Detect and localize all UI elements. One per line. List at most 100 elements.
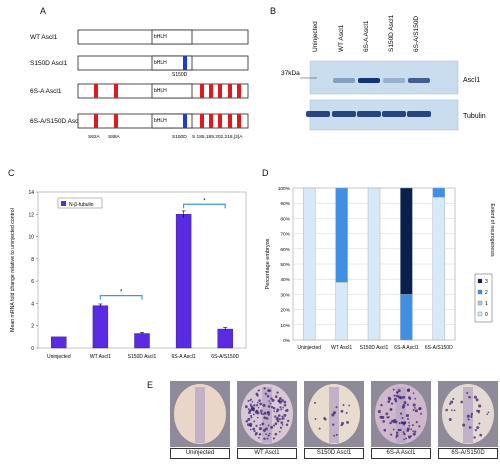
embryo-image — [442, 384, 494, 444]
blot-lane-label: WT Ascl1 — [338, 24, 345, 52]
panel-c-bar-chart: 0 2 4 6 8 10 12 14 Mean mRNA fold change relativ… — [10, 190, 247, 360]
stacked-segment — [432, 196, 446, 341]
bhlh-label: bHLH — [154, 60, 167, 66]
significance-bracket — [183, 203, 226, 209]
y-tick-label: 2 — [31, 324, 34, 330]
mutation-site — [218, 114, 222, 128]
significance-bracket — [99, 295, 143, 300]
stacked-segment — [335, 282, 348, 341]
mutation-site — [114, 84, 118, 98]
embryo-panel — [438, 381, 498, 447]
legend-level: 2 — [485, 290, 488, 296]
panel-a-label: A — [40, 6, 47, 16]
plot-frame — [37, 191, 247, 349]
tubulin-band — [407, 111, 431, 117]
legend-box — [474, 273, 493, 323]
embryo-panel — [237, 381, 297, 447]
y-tick-label: 10% — [280, 323, 290, 329]
bhlh-domain — [151, 55, 193, 71]
mutation-site — [209, 84, 213, 98]
x-tick-label: WT Ascl1 — [331, 345, 352, 351]
blot-lane-label: S150D Ascl1 — [388, 14, 395, 52]
molecular-weight-marker: 37kDa — [281, 70, 300, 77]
embryo-label: 6S-A Ascl1 — [371, 448, 431, 459]
stacked-segment — [367, 187, 381, 341]
bar — [134, 333, 150, 349]
tubulin-band — [306, 111, 330, 117]
x-tick-label: 6S-A/S150D — [425, 345, 453, 351]
embryo-image — [308, 384, 360, 444]
stacked-segment — [400, 187, 413, 295]
x-tick-label: Uninjected — [47, 354, 71, 360]
x-tick-label: 6S-A Ascl1 — [172, 354, 196, 360]
panel-c-label: C — [8, 168, 15, 178]
y-tick-label: 14 — [28, 190, 34, 196]
legend-swatch — [477, 300, 483, 306]
embryo-panel — [170, 381, 230, 447]
y-axis-label: Mean mRNA fold change relative to uninje… — [10, 208, 16, 332]
panel-a-schematic: WT Ascl1 bHLH S150D Ascl1 bHLH S150D 6S-A Asc… — [30, 29, 249, 140]
bhlh-label: bHLH — [154, 88, 167, 94]
panel-d-label: D — [262, 168, 269, 178]
bar — [51, 336, 67, 349]
blot-lane-label: 6S-A/S150D — [413, 16, 420, 52]
construct-name: 6S-A Ascl1 — [30, 88, 62, 95]
site-label: S 185,189,202,218,[2]A — [192, 134, 243, 140]
stacked-segment — [400, 294, 413, 341]
x-tick-label: S150D Ascl1 — [360, 345, 389, 351]
ascl1-band — [358, 78, 380, 83]
bhlh-domain — [151, 113, 193, 129]
legend-box — [57, 197, 103, 209]
y-tick-label: 90% — [280, 201, 290, 207]
y-tick-label: 4 — [31, 301, 34, 307]
legend-level: 3 — [485, 279, 488, 285]
embryo-panel — [304, 381, 364, 447]
y-axis-label: Percentage embryos — [265, 238, 271, 289]
mutation-site — [209, 114, 213, 128]
embryo-image — [174, 384, 226, 444]
embryo-panel — [371, 381, 431, 447]
mutation-site — [228, 84, 232, 98]
y-tick-label: 60% — [280, 247, 290, 253]
mutation-site — [94, 114, 98, 128]
stacked-segment — [303, 187, 316, 341]
band-label-ascl1: Ascl1 — [463, 77, 480, 84]
bar — [217, 328, 233, 349]
construct-name: WT Ascl1 — [30, 34, 58, 41]
y-tick-label: 70% — [280, 232, 290, 238]
embryo-label: 6S-A/S150D — [438, 448, 498, 459]
ascl1-band — [408, 78, 430, 83]
panel-b-label: B — [270, 6, 277, 16]
s150d-site — [183, 56, 187, 70]
mutation-site — [237, 84, 241, 98]
y-tick-label: 100% — [278, 186, 291, 192]
s150d-site — [183, 114, 187, 128]
tubulin-band — [332, 111, 356, 117]
x-tick-label: Uninjected — [297, 345, 321, 351]
y-tick-label: 40% — [280, 277, 290, 283]
x-tick-label: 6S-A Ascl1 — [394, 345, 418, 351]
legend-swatch — [477, 311, 483, 317]
bhlh-label: bHLH — [154, 118, 167, 124]
y-tick-label: 20% — [280, 308, 290, 314]
legend-swatch — [477, 278, 483, 284]
legend-swatch — [61, 201, 66, 206]
legend-level: 0 — [485, 312, 488, 318]
ascl1-band — [383, 78, 405, 83]
tubulin-band — [382, 111, 406, 117]
site-label: S150D — [172, 134, 187, 140]
legend-swatch — [477, 289, 483, 295]
significance-star: * — [120, 290, 123, 296]
blot-lane-label: Uninjected — [312, 21, 319, 52]
bar — [92, 305, 109, 349]
ascl1-blot — [309, 60, 459, 95]
panel-b-western-blot: Uninjected WT Ascl1 6S-A Ascl1 S150D Ascl1 6… — [281, 14, 486, 131]
bar — [175, 214, 192, 349]
site-label: S62A — [88, 134, 101, 140]
embryo-label: S150D Ascl1 — [304, 448, 364, 459]
x-tick-label: 6S-A/S150D — [211, 354, 239, 360]
mutation-site — [94, 84, 98, 98]
construct-name: 6S-A/S150D Ascl1 — [30, 118, 84, 125]
y-tick-label: 80% — [280, 216, 290, 222]
ascl1-band — [333, 78, 355, 83]
